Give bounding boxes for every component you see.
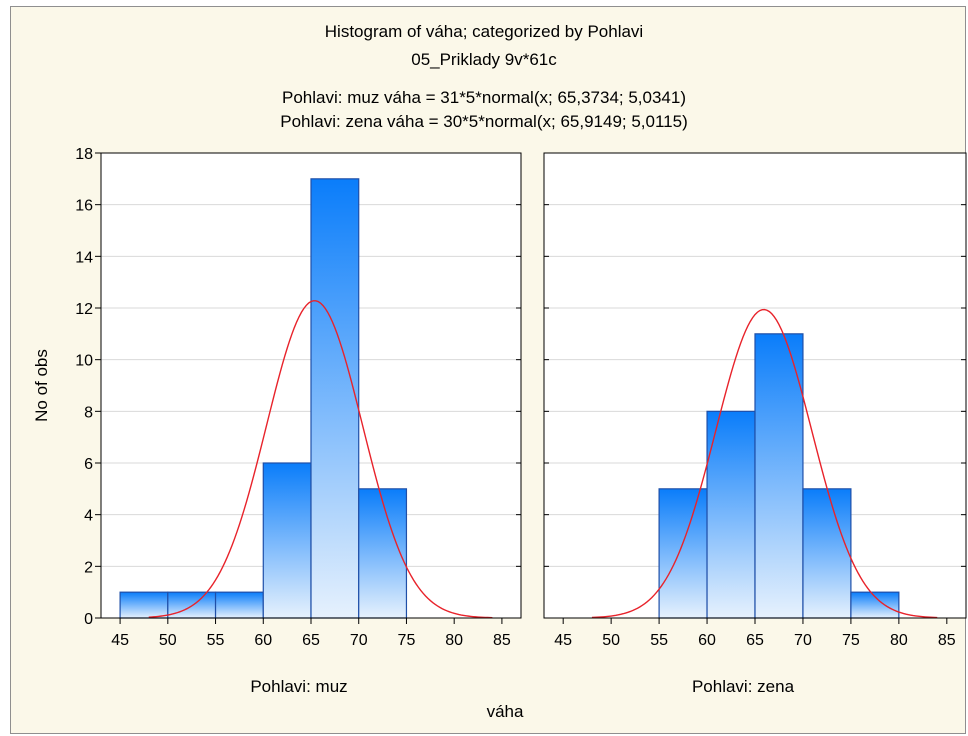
y-tick-label: 12 xyxy=(75,301,93,318)
fit-annotation-zena: Pohlavi: zena váha = 30*5*normal(x; 65,9… xyxy=(280,112,688,131)
x-tick-label: 85 xyxy=(493,632,511,649)
x-tick-label: 75 xyxy=(842,632,860,649)
y-tick-label: 8 xyxy=(84,404,93,421)
panel-label: Pohlavi: zena xyxy=(692,677,795,696)
normal-fit-curve xyxy=(148,300,493,619)
histogram-bar xyxy=(310,178,360,619)
histogram-bar xyxy=(167,591,217,619)
fit-annotation-muz: Pohlavi: muz váha = 31*5*normal(x; 65,37… xyxy=(282,88,686,107)
y-tick-label: 14 xyxy=(75,249,93,266)
chart-subtitle: 05_Priklady 9v*61c xyxy=(411,50,557,69)
histogram-bar xyxy=(358,488,408,619)
x-tick-label: 80 xyxy=(890,632,908,649)
y-axis-title: No of obs xyxy=(32,349,51,422)
histogram-bar xyxy=(754,333,804,619)
x-tick-label: 70 xyxy=(350,632,368,649)
histogram-bar xyxy=(802,488,852,619)
x-tick-label: 60 xyxy=(698,632,716,649)
y-tick-label: 4 xyxy=(84,508,93,525)
histogram-bar xyxy=(658,488,708,619)
histogram-bar xyxy=(214,591,264,619)
x-tick-label: 65 xyxy=(302,632,320,649)
x-tick-label: 55 xyxy=(650,632,668,649)
y-tick-label: 10 xyxy=(75,353,93,370)
x-tick-label: 80 xyxy=(445,632,463,649)
y-tick-label: 6 xyxy=(84,456,93,473)
panel-label: Pohlavi: muz xyxy=(250,677,347,696)
x-axis-title: váha xyxy=(487,702,524,721)
y-tick-label: 2 xyxy=(84,559,93,576)
x-tick-label: 50 xyxy=(159,632,177,649)
normal-fit-curve xyxy=(591,308,938,619)
x-tick-label: 75 xyxy=(398,632,416,649)
y-tick-label: 16 xyxy=(75,198,93,215)
x-tick-label: 50 xyxy=(602,632,620,649)
histogram-bar xyxy=(119,591,169,619)
x-tick-label: 65 xyxy=(746,632,764,649)
x-tick-label: 45 xyxy=(554,632,572,649)
x-tick-label: 45 xyxy=(111,632,129,649)
y-tick-label: 0 xyxy=(84,611,93,628)
panel-0: 45 50 55 60 65 70 75 80 85 Pohlavi: muz xyxy=(100,152,522,696)
histogram-bar xyxy=(706,410,756,619)
chart-title: Histogram of váha; categorized by Pohlav… xyxy=(324,22,644,41)
x-tick-label: 85 xyxy=(938,632,956,649)
y-tick-label: 18 xyxy=(75,146,93,163)
x-tick-label: 60 xyxy=(254,632,272,649)
histogram-bar xyxy=(262,462,312,619)
panel-1: 45 50 55 60 65 70 75 80 85 Pohlavi: zena xyxy=(543,152,967,696)
x-tick-label: 55 xyxy=(207,632,225,649)
x-tick-label: 70 xyxy=(794,632,812,649)
